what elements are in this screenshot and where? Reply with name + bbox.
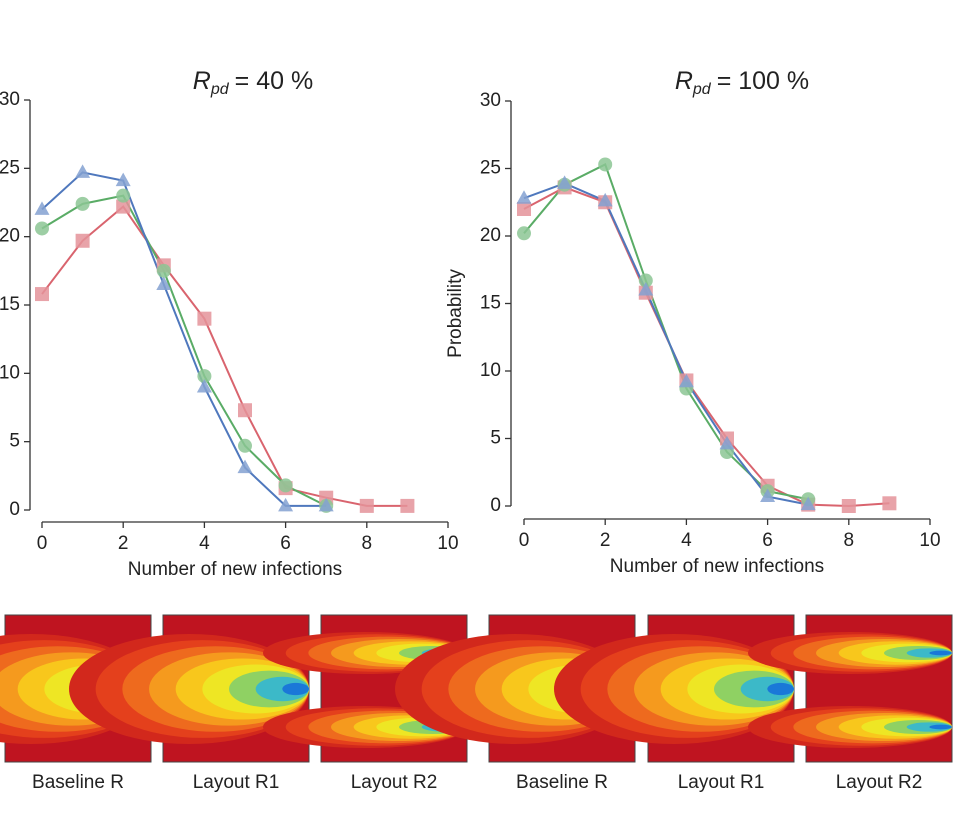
y-tick-label: 0 <box>490 495 501 516</box>
heatmap-contour <box>906 648 952 658</box>
title-rest: = 40 % <box>235 67 314 95</box>
chart-title: Rpd = 40 % <box>193 67 313 99</box>
marker <box>882 496 897 511</box>
x-axis-label: Number of new infections <box>128 559 342 580</box>
y-tick-label: 15 <box>480 293 501 314</box>
y-tick-label: 30 <box>0 89 20 110</box>
y-tick-label: 0 <box>9 499 20 520</box>
marker <box>116 199 131 214</box>
x-tick-label: 10 <box>919 530 940 551</box>
marker <box>156 276 172 290</box>
x-tick-label: 2 <box>118 533 129 554</box>
marker <box>238 438 252 453</box>
marker <box>75 196 90 211</box>
x-tick-label: 6 <box>280 533 291 554</box>
marker <box>75 164 91 178</box>
y-tick-label: 10 <box>480 360 501 381</box>
x-tick-label: 0 <box>37 533 48 554</box>
chart-title: Rpd = 100 % <box>675 67 809 99</box>
y-tick-label: 20 <box>0 226 20 247</box>
x-tick-label: 10 <box>437 533 458 554</box>
series-line <box>41 171 327 507</box>
y-tick-label: 10 <box>0 362 20 383</box>
title-symbol: R <box>675 67 693 95</box>
x-tick-label: 6 <box>762 530 773 551</box>
marker <box>638 282 654 296</box>
heatmap-contour <box>740 676 794 702</box>
marker <box>237 459 253 474</box>
heatmap-contour <box>906 722 952 732</box>
marker <box>116 188 131 203</box>
title-symbol: R <box>193 67 211 95</box>
marker <box>197 369 212 384</box>
series-line <box>523 163 809 501</box>
panel-label: Layout R2 <box>836 772 923 793</box>
title-rest: = 100 % <box>717 67 809 95</box>
heatmap-contour <box>767 682 795 696</box>
x-tick-label: 4 <box>681 530 692 551</box>
heatmap-contour <box>929 724 953 730</box>
heatmap-panel <box>69 614 310 763</box>
series-line <box>41 205 408 507</box>
marker <box>35 287 49 302</box>
marker <box>516 190 532 204</box>
x-axis-label: Number of new infections <box>610 556 824 577</box>
marker <box>359 498 374 513</box>
panel-label: Layout R1 <box>678 772 765 793</box>
x-tick-label: 2 <box>600 530 611 551</box>
heatmap-panel <box>748 614 953 763</box>
marker <box>156 263 171 278</box>
marker <box>638 273 653 288</box>
x-tick-label: 8 <box>844 530 855 551</box>
panel-label: Layout R1 <box>193 772 280 793</box>
panel-label: Baseline R <box>516 772 608 793</box>
marker <box>75 233 90 248</box>
marker <box>678 373 694 388</box>
series-line <box>523 186 890 508</box>
x-tick-label: 4 <box>199 533 210 554</box>
y-tick-label: 25 <box>480 158 501 179</box>
marker <box>400 498 415 513</box>
marker <box>517 202 531 216</box>
marker <box>34 201 50 215</box>
marker <box>598 157 613 172</box>
marker <box>278 497 294 512</box>
marker <box>35 221 49 236</box>
heatmap-contour <box>282 682 309 696</box>
panel-label: Baseline R <box>32 772 124 793</box>
panel-label: Layout R2 <box>351 772 438 793</box>
x-tick-label: 0 <box>519 530 530 551</box>
marker <box>800 496 816 511</box>
marker <box>841 499 856 513</box>
y-tick-label: 20 <box>480 225 501 246</box>
heatmap-contour <box>929 650 953 656</box>
title-subscript: pd <box>210 81 230 98</box>
marker <box>238 403 252 418</box>
y-axis-label: Probability <box>445 269 466 358</box>
heatmap-panel <box>554 614 795 763</box>
marker <box>197 311 212 326</box>
y-tick-label: 25 <box>0 157 20 178</box>
marker <box>557 175 573 189</box>
y-tick-label: 5 <box>490 428 501 449</box>
series-line <box>523 182 809 506</box>
marker <box>719 435 735 450</box>
y-tick-label: 15 <box>0 294 20 315</box>
marker <box>278 478 293 493</box>
y-tick-label: 5 <box>9 431 20 452</box>
marker <box>760 488 776 503</box>
title-subscript: pd <box>692 81 712 98</box>
y-tick-label: 30 <box>480 90 501 111</box>
marker <box>318 497 334 512</box>
marker <box>517 226 531 241</box>
marker <box>597 192 613 207</box>
x-tick-label: 8 <box>362 533 373 554</box>
marker <box>196 379 212 393</box>
marker <box>115 172 131 187</box>
